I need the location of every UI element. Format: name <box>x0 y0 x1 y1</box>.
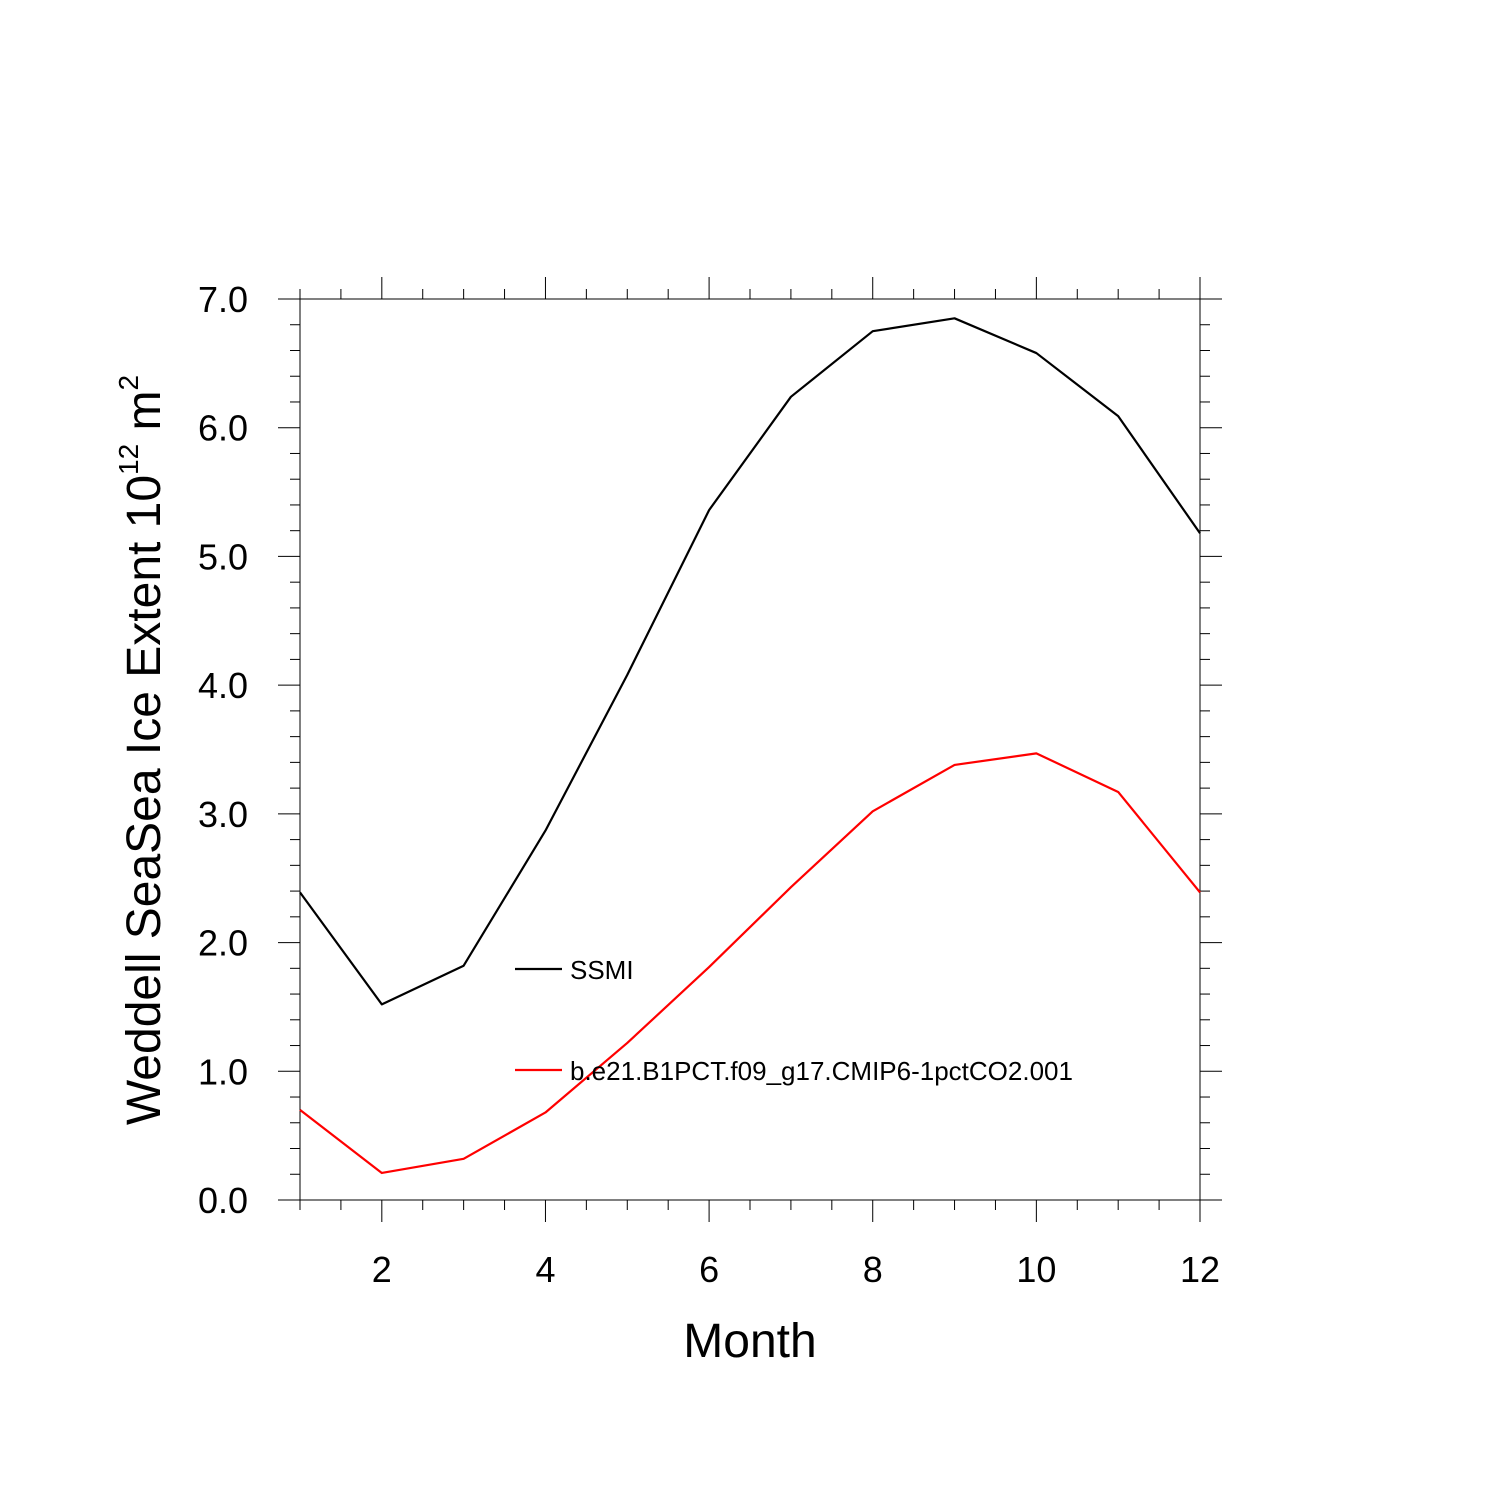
x-tick-label: 8 <box>863 1249 883 1290</box>
y-tick-label: 1.0 <box>198 1051 248 1092</box>
x-tick-label: 10 <box>1016 1249 1056 1290</box>
y-tick-label: 0.0 <box>198 1180 248 1221</box>
y-tick-label: 7.0 <box>198 279 248 320</box>
tick-labels: 2 4 6 8 10 12 0.0 1.0 2.0 3.0 4.0 5.0 6.0 7.0 <box>198 279 1220 1290</box>
legend-label-1: SSMI <box>570 955 634 985</box>
y-axis-title-unit-exponent: 2 <box>113 375 144 391</box>
x-tick-label: 12 <box>1180 1249 1220 1290</box>
y-tick-label: 6.0 <box>198 408 248 449</box>
axis-ticks <box>278 277 1222 1222</box>
series-line-1 <box>299 317 1201 1006</box>
y-axis-title-text: Weddell SeaSea Ice Extent 10 <box>118 475 171 1125</box>
y-tick-label: 4.0 <box>198 665 248 706</box>
x-tick-label: 2 <box>372 1249 392 1290</box>
y-tick-label: 5.0 <box>198 536 248 577</box>
x-tick-label: 6 <box>699 1249 719 1290</box>
series-line-2 <box>299 752 1201 1175</box>
x-axis-title: Month <box>683 1315 816 1368</box>
y-axis-title: Weddell SeaSea Ice Extent 1012 m2 <box>113 375 171 1125</box>
legend-label-2: b.e21.B1PCT.f09_g17.CMIP6-1pctCO2.001 <box>570 1056 1073 1086</box>
plot-frame <box>299 298 1201 1201</box>
y-axis-title-unit: m <box>118 390 171 443</box>
y-axis-title-exponent: 12 <box>113 444 144 475</box>
series-lines <box>299 317 1201 1175</box>
legend: SSMI b.e21.B1PCT.f09_g17.CMIP6-1pctCO2.00… <box>515 955 1073 1086</box>
x-tick-label: 4 <box>535 1249 555 1290</box>
y-tick-label: 2.0 <box>198 923 248 964</box>
y-tick-label: 3.0 <box>198 794 248 835</box>
